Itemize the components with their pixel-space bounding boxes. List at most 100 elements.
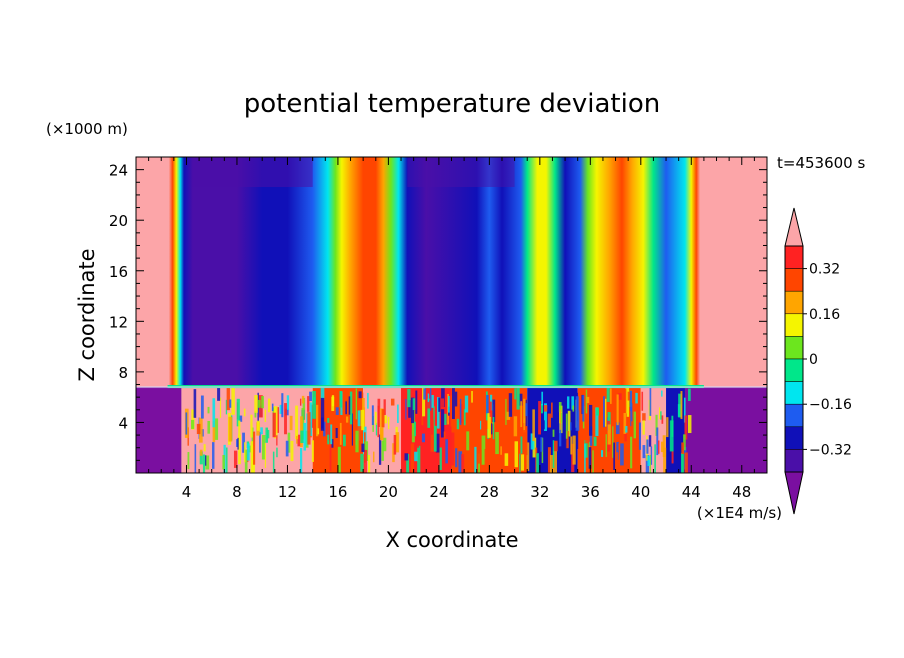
turbulent-streak bbox=[207, 406, 210, 414]
turbulent-streak bbox=[684, 415, 688, 440]
turbulent-streak bbox=[645, 455, 650, 473]
turbulent-streak bbox=[236, 439, 239, 447]
turbulent-streak bbox=[378, 434, 382, 465]
turbulent-streak bbox=[214, 418, 219, 440]
turbulent-streak bbox=[265, 427, 268, 443]
y-tick-label: 16 bbox=[109, 263, 128, 281]
turbulent-streak bbox=[659, 407, 661, 420]
turbulent-streak bbox=[272, 412, 276, 438]
turbulent-streak bbox=[570, 436, 573, 455]
turbulent-streak bbox=[375, 422, 378, 436]
turbulent-streak bbox=[416, 394, 419, 415]
turbulent-streak bbox=[187, 452, 190, 470]
x-unit-label: (×1E4 m/s) bbox=[697, 504, 782, 522]
turbulent-streak bbox=[540, 403, 544, 414]
turbulent-streak bbox=[238, 420, 241, 444]
turbulent-streak bbox=[285, 440, 289, 457]
turbulent-streak bbox=[585, 389, 588, 414]
turbulent-streak bbox=[461, 454, 465, 473]
turbulent-streak bbox=[226, 387, 230, 411]
x-tick-label: 16 bbox=[328, 483, 347, 501]
turbulent-streak bbox=[625, 426, 628, 433]
turbulent-streak bbox=[642, 413, 646, 421]
turbulent-streak bbox=[207, 420, 211, 434]
turbulent-streak bbox=[616, 441, 619, 460]
turbulent-streak bbox=[312, 391, 316, 419]
turbulent-streak bbox=[228, 416, 233, 442]
turbulent-streak bbox=[196, 423, 201, 435]
turbulent-streak bbox=[684, 452, 688, 473]
turbulent-streak bbox=[431, 394, 434, 408]
turbulent-streak bbox=[320, 387, 325, 400]
turbulent-streak bbox=[551, 402, 553, 418]
turbulent-streak bbox=[301, 408, 305, 440]
turbulent-streak bbox=[392, 443, 395, 463]
y-tick-label: 4 bbox=[118, 414, 128, 432]
turbulent-streak bbox=[250, 414, 253, 438]
x-tick-label: 28 bbox=[480, 483, 499, 501]
turbulent-streak bbox=[624, 388, 627, 418]
turbulent-streak bbox=[520, 454, 525, 471]
turbulent-streak bbox=[306, 413, 308, 446]
turbulent-streak bbox=[429, 387, 432, 411]
turbulent-streak bbox=[260, 427, 263, 435]
colorbar-segment bbox=[784, 381, 804, 405]
turbulent-streak bbox=[247, 443, 250, 461]
turbulent-streak bbox=[547, 413, 552, 428]
turbulent-streak bbox=[264, 443, 267, 468]
colorbar-label: −0.32 bbox=[809, 442, 852, 458]
turbulent-streak bbox=[212, 421, 216, 443]
turbulent-streak bbox=[618, 442, 621, 451]
turbulent-streak bbox=[203, 444, 206, 452]
turbulent-streak bbox=[349, 391, 353, 425]
turbulent-streak bbox=[259, 432, 261, 453]
turbulent-streak bbox=[339, 422, 342, 445]
turbulent-streak bbox=[433, 406, 435, 426]
turbulent-streak bbox=[253, 431, 256, 465]
turbulent-streak bbox=[412, 398, 416, 411]
lower-layer-band bbox=[640, 387, 667, 473]
turbulent-streak bbox=[276, 435, 278, 446]
turbulent-streak bbox=[337, 446, 341, 473]
turbulent-streak bbox=[397, 404, 399, 424]
turbulent-streak bbox=[301, 395, 305, 404]
turbulent-streak bbox=[508, 393, 513, 417]
turbulent-streak bbox=[423, 388, 426, 400]
turbulent-streak bbox=[454, 391, 458, 407]
turbulent-streak bbox=[648, 435, 652, 447]
turbulent-streak bbox=[661, 415, 664, 424]
turbulent-streak bbox=[295, 405, 299, 440]
turbulent-streak bbox=[521, 422, 526, 445]
turbulent-streak bbox=[331, 396, 335, 412]
turbulent-streak bbox=[372, 451, 375, 463]
turbulent-streak bbox=[415, 390, 418, 414]
turbulent-streak bbox=[217, 387, 221, 401]
turbulent-streak bbox=[451, 432, 455, 466]
turbulent-streak bbox=[222, 454, 225, 470]
turbulent-streak bbox=[286, 395, 290, 410]
colorbar-segment bbox=[784, 336, 804, 360]
turbulent-streak bbox=[565, 431, 569, 449]
x-tick-label: 44 bbox=[682, 483, 701, 501]
turbulent-streak bbox=[627, 391, 632, 401]
turbulent-streak bbox=[564, 421, 567, 450]
turbulent-streak bbox=[320, 397, 325, 431]
turbulent-streak bbox=[271, 403, 274, 411]
turbulent-streak bbox=[666, 417, 669, 438]
turbulent-streak bbox=[339, 391, 343, 408]
turbulent-streak bbox=[683, 397, 686, 423]
turbulent-streak bbox=[309, 391, 312, 402]
turbulent-streak bbox=[427, 398, 431, 428]
turbulent-streak bbox=[440, 409, 445, 438]
turbulent-streak bbox=[414, 451, 418, 462]
turbulent-streak bbox=[484, 449, 488, 473]
y-tick-label: 20 bbox=[109, 212, 128, 230]
turbulent-streak bbox=[605, 398, 607, 427]
turbulent-streak bbox=[202, 454, 206, 473]
turbulent-streak bbox=[520, 401, 523, 428]
turbulent-streak bbox=[357, 410, 361, 441]
upper-dark-patch bbox=[407, 157, 515, 187]
turbulent-streak bbox=[605, 434, 607, 457]
turbulent-streak bbox=[572, 435, 576, 465]
